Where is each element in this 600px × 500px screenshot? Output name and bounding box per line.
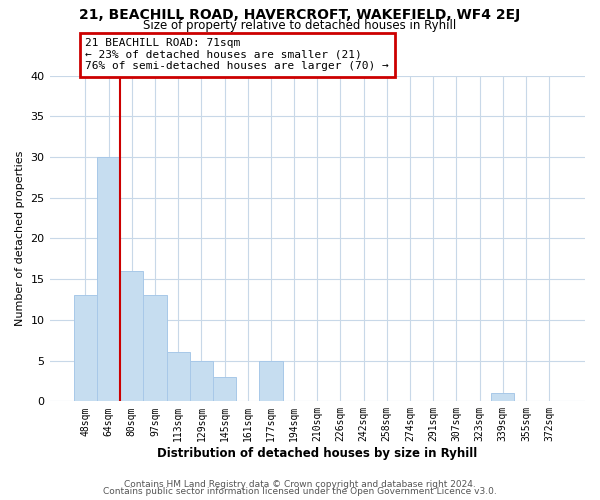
Y-axis label: Number of detached properties: Number of detached properties (15, 150, 25, 326)
Bar (259, 360, 283, 402)
Bar (491, 393, 514, 402)
Text: 21, BEACHILL ROAD, HAVERCROFT, WAKEFIELD, WF4 2EJ: 21, BEACHILL ROAD, HAVERCROFT, WAKEFIELD… (79, 8, 521, 22)
Text: Size of property relative to detached houses in Ryhill: Size of property relative to detached ho… (143, 19, 457, 32)
Bar (120, 271, 143, 402)
Bar (213, 377, 236, 402)
X-axis label: Distribution of detached houses by size in Ryhill: Distribution of detached houses by size … (157, 447, 478, 460)
Bar (190, 360, 213, 402)
Bar (74, 296, 97, 402)
Bar (167, 352, 190, 402)
Text: 21 BEACHILL ROAD: 71sqm
← 23% of detached houses are smaller (21)
76% of semi-de: 21 BEACHILL ROAD: 71sqm ← 23% of detache… (85, 38, 389, 72)
Bar (97, 157, 120, 402)
Text: Contains HM Land Registry data © Crown copyright and database right 2024.: Contains HM Land Registry data © Crown c… (124, 480, 476, 489)
Text: Contains public sector information licensed under the Open Government Licence v3: Contains public sector information licen… (103, 487, 497, 496)
Bar (143, 296, 167, 402)
